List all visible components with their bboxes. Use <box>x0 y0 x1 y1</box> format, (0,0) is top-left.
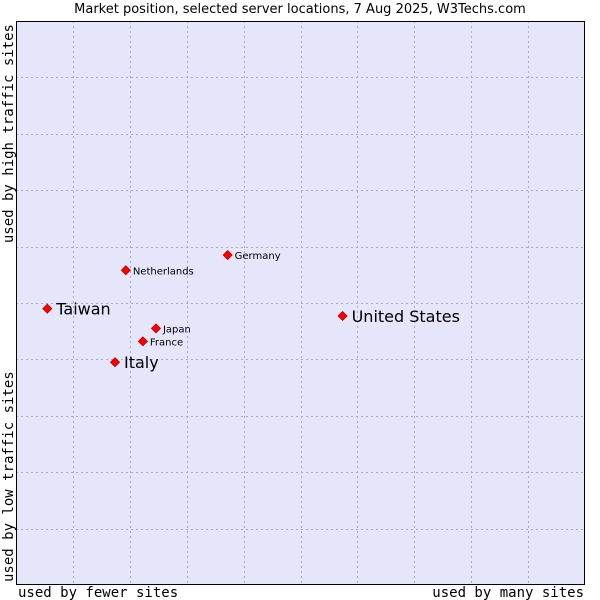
chart-title: Market position, selected server locatio… <box>74 2 526 17</box>
x-axis-label-left: used by fewer sites <box>18 585 178 600</box>
point-marker <box>222 249 233 261</box>
point-taiwan: Taiwan <box>42 300 111 319</box>
point-label: Germany <box>235 251 281 262</box>
point-marker <box>120 265 131 276</box>
point-label: Italy <box>124 353 159 372</box>
point-label: Taiwan <box>55 300 110 319</box>
point-france: France <box>137 336 183 348</box>
point-germany: Germany <box>222 249 281 262</box>
plot-border <box>16 21 585 585</box>
point-label: United States <box>352 307 460 326</box>
y-axis-label-top: used by high traffic sites <box>1 24 17 243</box>
point-label: France <box>150 337 183 348</box>
point-marker <box>42 303 53 314</box>
point-label: Japan <box>162 324 191 335</box>
point-netherlands: Netherlands <box>120 265 194 277</box>
point-italy: Italy <box>109 353 159 372</box>
y-axis-label-bottom: used by low traffic sites <box>1 371 17 582</box>
point-japan: Japan <box>150 323 191 335</box>
point-marker <box>150 323 162 334</box>
x-axis-label-right: used by many sites <box>432 585 584 600</box>
grid-lines <box>16 21 585 585</box>
point-united-states: United States <box>337 307 460 326</box>
point-label: Netherlands <box>133 266 194 277</box>
point-marker <box>137 336 148 347</box>
plot-area <box>16 21 585 585</box>
point-marker <box>337 310 348 322</box>
data-points: Taiwan Italy United States Germany Netherlan… <box>42 249 460 372</box>
point-marker <box>109 357 121 368</box>
